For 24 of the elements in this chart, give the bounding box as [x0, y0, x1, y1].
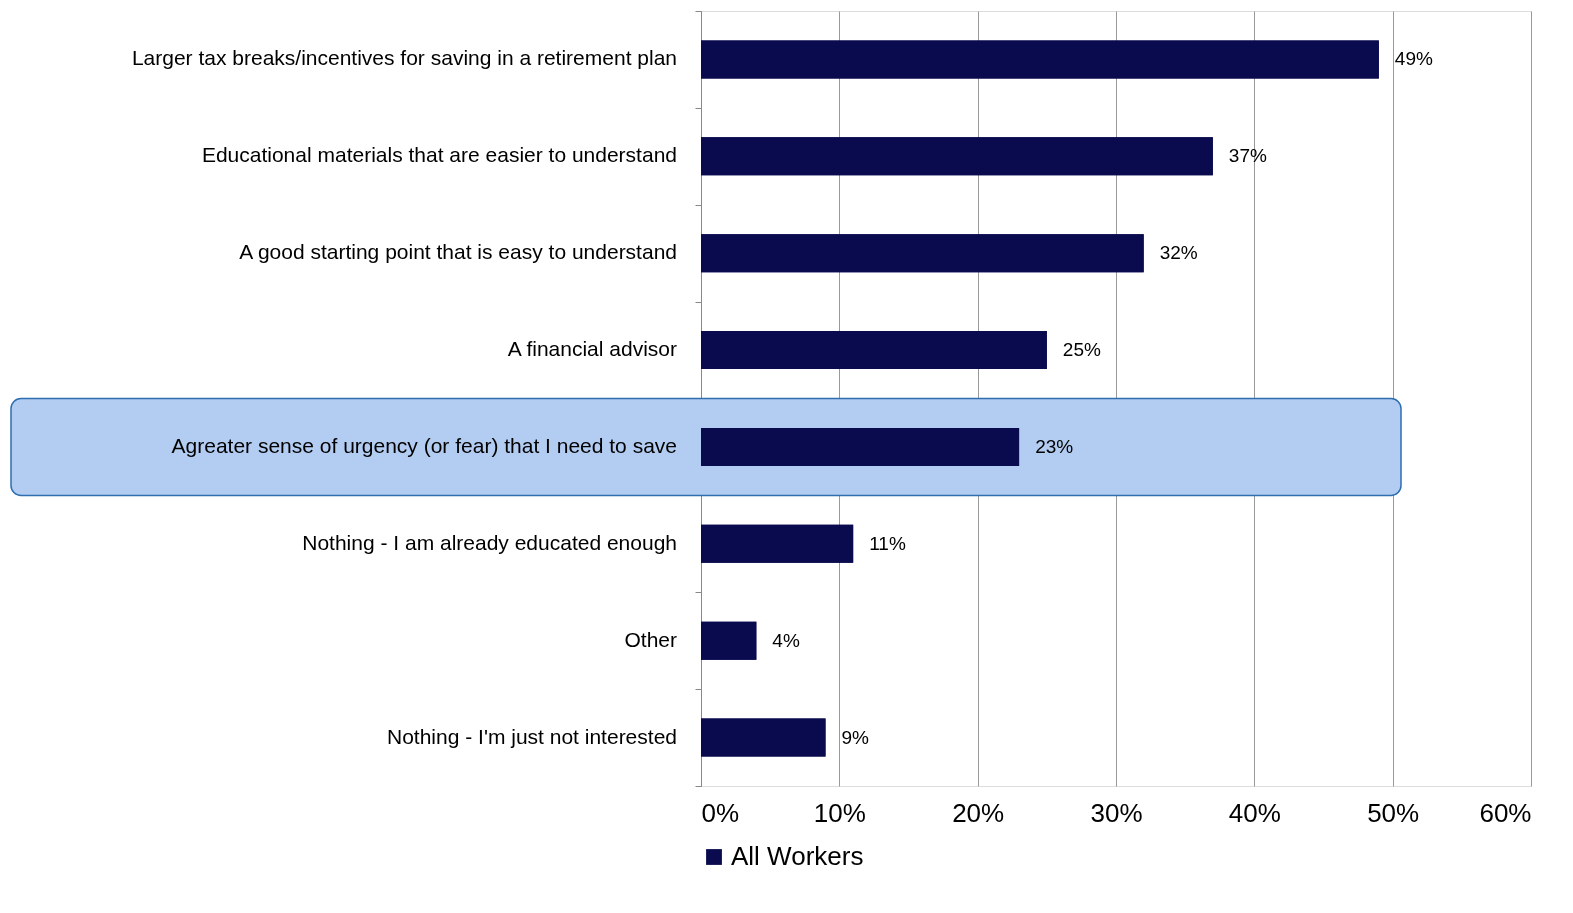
- y-tick-label: Agreater sense of urgency (or fear) that I need to save: [171, 433, 677, 457]
- x-tick-label: 40%: [1228, 797, 1281, 828]
- data-label: 4%: [772, 629, 800, 651]
- data-label: 32%: [1159, 242, 1198, 264]
- data-label: 9%: [841, 726, 870, 748]
- data-label: 11%: [869, 532, 906, 554]
- x-tick-label: 30%: [1090, 797, 1143, 828]
- x-tick-label: 60%: [1479, 797, 1532, 828]
- x-tick-label: 20%: [952, 797, 1005, 828]
- y-tick-label: Educational materials that are easier to understand: [201, 143, 677, 167]
- data-label: 49%: [1394, 48, 1433, 70]
- legend-label: All Workers: [731, 841, 864, 871]
- y-tick-label: Other: [624, 627, 677, 651]
- y-tick-label: A good starting point that is easy to understand: [239, 240, 677, 264]
- data-label: 37%: [1228, 145, 1267, 167]
- data-label: 23%: [1035, 435, 1074, 457]
- x-tick-label: 10%: [813, 797, 866, 828]
- y-tick-label: Nothing - I'm just not interested: [387, 724, 677, 748]
- x-tick-label: 50%: [1367, 797, 1420, 828]
- data-label: 25%: [1062, 339, 1101, 361]
- x-tick-label: 0%: [701, 797, 740, 828]
- y-tick-label: A financial advisor: [507, 337, 677, 361]
- y-tick-label: Larger tax breaks/incentives for saving in a retirement plan: [131, 46, 677, 70]
- y-tick-label: Nothing - I am already educated enough: [302, 530, 677, 554]
